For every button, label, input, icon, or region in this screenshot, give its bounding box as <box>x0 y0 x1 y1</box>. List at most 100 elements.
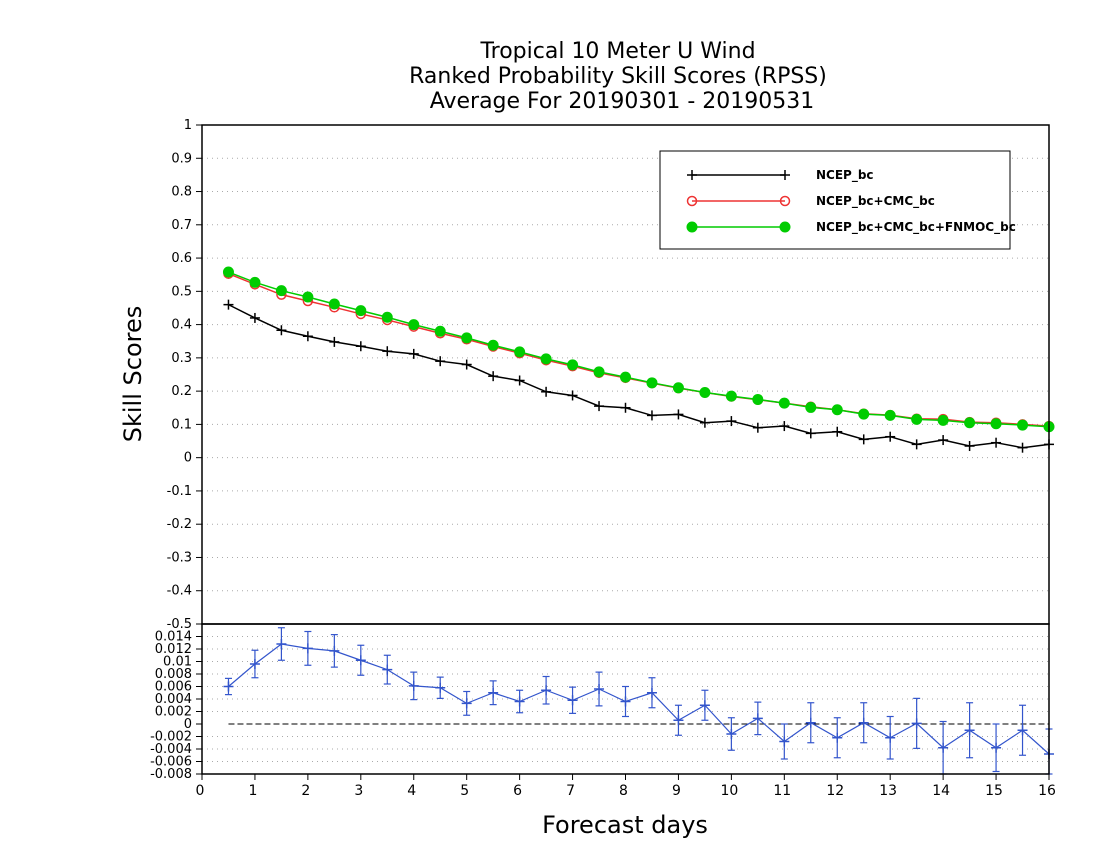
top-y-tick-label: 0.6 <box>171 251 192 266</box>
difference-point <box>435 682 446 693</box>
difference-point <box>408 680 419 691</box>
series-point <box>541 386 552 397</box>
series-point <box>1017 419 1029 431</box>
series-point <box>911 413 923 425</box>
series-point <box>540 353 552 365</box>
series-point <box>884 409 896 421</box>
difference-point <box>302 643 313 654</box>
top-y-tick-label: 0.4 <box>171 318 192 333</box>
difference-point <box>752 713 763 724</box>
top-y-tick-label: 0.5 <box>171 284 192 299</box>
difference-point <box>1017 725 1028 736</box>
series-point <box>328 298 340 310</box>
series-point <box>938 435 949 446</box>
series-point <box>567 390 578 401</box>
series-point <box>672 382 684 394</box>
series-point <box>408 319 420 331</box>
difference-point <box>911 718 922 729</box>
bottom-y-tick-label: -0.006 <box>150 755 192 770</box>
series-point <box>461 359 472 370</box>
series-point <box>990 418 1002 430</box>
series-point <box>249 276 261 288</box>
difference-point <box>699 700 710 711</box>
bottom-y-tick-label: 0.01 <box>163 655 192 670</box>
series-point <box>699 417 710 428</box>
legend-swatch-marker-start <box>686 195 698 207</box>
series-point <box>620 371 631 383</box>
series-point <box>858 434 869 445</box>
series-point <box>885 431 896 442</box>
series-point <box>329 336 340 347</box>
series-point <box>488 371 499 382</box>
series-point <box>514 346 526 358</box>
series-point <box>832 426 843 437</box>
bottom-y-tick-label: 0.002 <box>155 705 192 720</box>
series-point <box>222 266 234 278</box>
bottom-panel-frame <box>201 623 1050 775</box>
bottom-y-tick-label: 0.012 <box>155 642 192 657</box>
x-tick-label: 14 <box>932 783 950 799</box>
series-point <box>964 441 975 452</box>
difference-point <box>885 732 896 743</box>
difference-point <box>567 695 578 706</box>
top-y-tick-label: -0.3 <box>167 550 192 565</box>
x-tick-label: 1 <box>248 783 257 799</box>
x-tick-label: 3 <box>354 783 363 799</box>
legend-label: NCEP_bc <box>816 168 874 183</box>
bottom-panel-series <box>223 627 1054 775</box>
series-point <box>937 414 949 426</box>
series-point <box>778 397 790 409</box>
x-tick-label: 2 <box>301 783 310 799</box>
series-line <box>228 273 1050 427</box>
difference-point <box>673 715 684 726</box>
series-point <box>461 332 473 344</box>
series-point <box>911 439 922 450</box>
series-2 <box>222 266 1055 433</box>
top-y-tick-label: 1 <box>184 118 192 133</box>
series-line <box>228 271 1050 428</box>
series-1 <box>223 268 1055 432</box>
x-tick-label: 11 <box>773 783 791 799</box>
difference-point <box>355 655 366 666</box>
series-point <box>302 331 313 342</box>
series-point <box>435 356 446 367</box>
series-point <box>752 422 763 433</box>
x-tick-label: 4 <box>407 783 416 799</box>
x-tick-label: 10 <box>720 783 738 799</box>
difference-point <box>620 696 631 707</box>
bottom-y-tick-label: 0.004 <box>155 692 192 707</box>
difference-point <box>382 664 393 675</box>
series-point <box>805 401 817 413</box>
bottom-y-tick-label: 0.006 <box>155 680 192 695</box>
legend-box <box>659 150 1011 250</box>
bottom-y-tick-label: 0.014 <box>155 630 192 645</box>
difference-point <box>964 725 975 736</box>
series-point <box>593 366 605 378</box>
top-y-tick-label: 0.2 <box>171 384 192 399</box>
legend: NCEP_bc NCEP_bc+CMC_bc NCEP_bc+CMC_bc+FNMO… <box>659 150 1016 250</box>
series-point <box>382 346 393 357</box>
legend-swatch-marker-end <box>779 195 791 207</box>
series-point <box>673 409 684 420</box>
legend-label: NCEP_bc+CMC_bc+FNMOC_bc <box>816 220 1016 235</box>
series-point <box>223 299 234 310</box>
series-point <box>594 401 605 412</box>
difference-point <box>646 687 657 698</box>
series-point <box>567 359 579 371</box>
bottom-y-tick-label: -0.002 <box>150 730 192 745</box>
difference-point <box>991 742 1002 753</box>
series-point <box>355 305 367 317</box>
series-line <box>228 303 1050 449</box>
x-tick-label: 12 <box>826 783 844 799</box>
top-y-tick-label: -0.2 <box>167 517 192 532</box>
difference-point <box>461 698 472 709</box>
series-point <box>805 428 816 439</box>
series-point <box>964 417 976 429</box>
series-point <box>249 312 260 323</box>
x-tick-label: 13 <box>879 783 897 799</box>
bottom-y-tick-label: -0.004 <box>150 742 192 757</box>
difference-point <box>329 645 340 656</box>
difference-point <box>805 717 816 728</box>
series-point <box>275 285 287 297</box>
